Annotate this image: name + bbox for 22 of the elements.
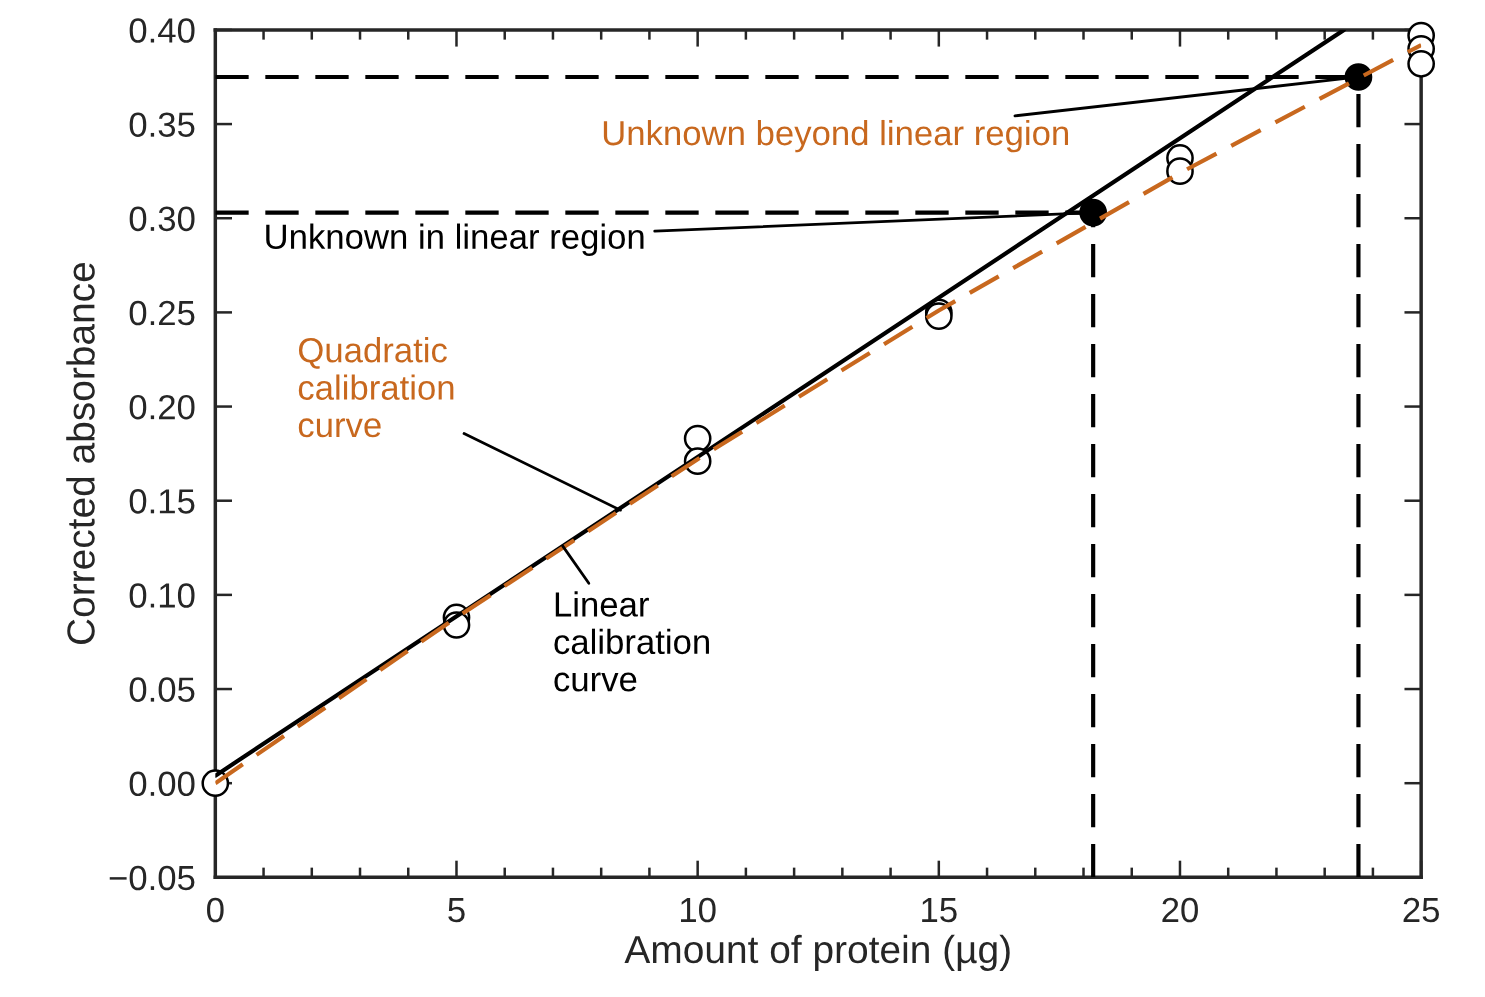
y-tick-label: 0.40: [129, 18, 195, 43]
y-tick-label: 0.30: [129, 206, 195, 232]
x-tick-label: 5: [448, 898, 465, 923]
y-tick-label: 0.20: [129, 394, 195, 420]
y-tick-label: 0.35: [129, 112, 195, 137]
x-axis-title: Amount of protein (µg): [624, 934, 1010, 971]
annotation: Unknown beyond linear region: [603, 119, 1068, 153]
y-tick-label: 0.10: [129, 583, 195, 608]
y-tick-label: 0.00: [129, 771, 195, 797]
y-tick-label: 0.05: [129, 677, 195, 702]
y-axis-title: Corrected absorbance: [66, 262, 95, 645]
x-tick-label: 15: [922, 898, 957, 923]
x-tick-label: 20: [1162, 897, 1198, 923]
x-tick-label: 25: [1403, 897, 1439, 923]
y-tick-label: 0.25: [129, 300, 195, 326]
annotation: Unknown in linear region: [266, 223, 644, 256]
annotation: Linear calibration curve: [554, 591, 709, 692]
annotation: Quadratic calibration curve: [298, 337, 454, 438]
x-tick-label: 10: [680, 897, 716, 923]
y-tick-label: −0.05: [109, 865, 195, 891]
x-tick-label: 0: [207, 897, 224, 923]
y-tick-label: 0.15: [129, 489, 195, 514]
